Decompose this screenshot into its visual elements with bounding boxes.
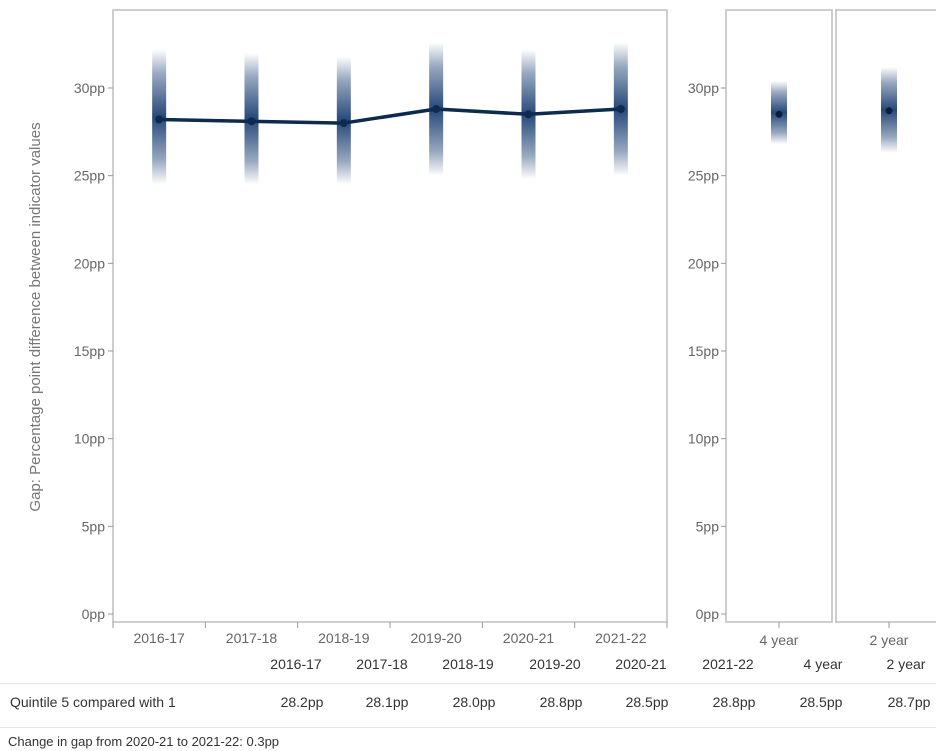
footer-divider	[0, 727, 936, 728]
x-tick-label: 4 year	[760, 632, 799, 648]
y-tick-label: 25pp	[688, 168, 719, 184]
y-tick-label: 30pp	[688, 80, 719, 96]
series-line	[159, 107, 621, 125]
header-col: 2017-18	[356, 656, 408, 672]
header-col: 2021-22	[702, 656, 754, 672]
data-point	[885, 107, 893, 115]
table-cell: 28.8pp	[539, 694, 583, 710]
header-col: 2019-20	[529, 656, 581, 672]
x-axis: 2016-17 2017-18 2018-19 2019-20 2020-21 2021-…	[112, 622, 909, 648]
table-cell: 28.7pp	[887, 694, 931, 710]
header-col: 4 year	[803, 656, 843, 672]
table-cell: 28.5pp	[625, 694, 669, 710]
y-tick-label: 10pp	[688, 431, 719, 447]
y-tick-label: 5pp	[82, 518, 106, 534]
data-point	[524, 110, 533, 119]
y-tick-label: 15pp	[74, 343, 105, 359]
header-col: 2020-21	[615, 656, 667, 672]
row-label: Quintile 5 compared with 1	[10, 694, 176, 710]
y-tick-label: 20pp	[688, 255, 719, 271]
table-cell: 28.8pp	[712, 694, 756, 710]
data-point	[775, 110, 783, 118]
main-panel-frame	[112, 9, 668, 623]
y-tick-label: 0pp	[82, 606, 106, 622]
y-tick-label: 20pp	[74, 255, 105, 271]
gap-chart: 0pp 5pp 10pp 15pp 20pp 25pp 30pp 0pp 5pp 10pp 15p…	[27, 9, 936, 648]
table-cell: 28.0pp	[452, 694, 496, 710]
table-cell: 28.5pp	[799, 694, 843, 710]
y-tick-label: 15pp	[688, 343, 719, 359]
y-tick-label: 30pp	[74, 80, 105, 96]
x-tick-label: 2017-18	[226, 630, 278, 646]
y-tick-label: 25pp	[74, 168, 105, 184]
header-col: 2 year	[886, 656, 926, 672]
y-tick-label: 10pp	[74, 431, 105, 447]
y-tick-label: 0pp	[696, 606, 720, 622]
y-axis-label: Gap: Percentage point difference between…	[27, 122, 44, 511]
header-col: 2018-19	[442, 656, 494, 672]
table-cell: 28.2pp	[280, 694, 324, 710]
data-point	[616, 105, 625, 114]
series-line-layer	[155, 105, 893, 128]
x-tick-label: 2021-22	[595, 630, 647, 646]
data-point	[339, 119, 348, 128]
x-tick-label: 2018-19	[318, 630, 370, 646]
x-tick-label: 2 year	[870, 632, 909, 648]
table-cell: 28.1pp	[365, 694, 409, 710]
table-row: Quintile 5 compared with 1 28.2pp 28.1pp…	[0, 694, 936, 716]
change-in-gap-note: Change in gap from 2020-21 to 2021-22: 0…	[8, 734, 280, 749]
main-y-axis: 0pp 5pp 10pp 15pp 20pp 25pp 30pp	[74, 80, 113, 622]
x-tick-label: 2016-17	[133, 630, 185, 646]
table-header-row: 2016-17 2017-18 2018-19 2019-20 2020-21 …	[0, 656, 936, 678]
data-point	[247, 117, 256, 126]
y-tick-label: 5pp	[696, 518, 720, 534]
data-point	[432, 105, 441, 114]
table-divider	[0, 683, 936, 684]
x-tick-label: 2019-20	[410, 630, 462, 646]
header-col: 2016-17	[270, 656, 322, 672]
side-y-axis: 0pp 5pp 10pp 15pp 20pp 25pp 30pp	[688, 80, 726, 622]
x-tick-label: 2020-21	[503, 630, 555, 646]
data-point	[155, 115, 164, 124]
